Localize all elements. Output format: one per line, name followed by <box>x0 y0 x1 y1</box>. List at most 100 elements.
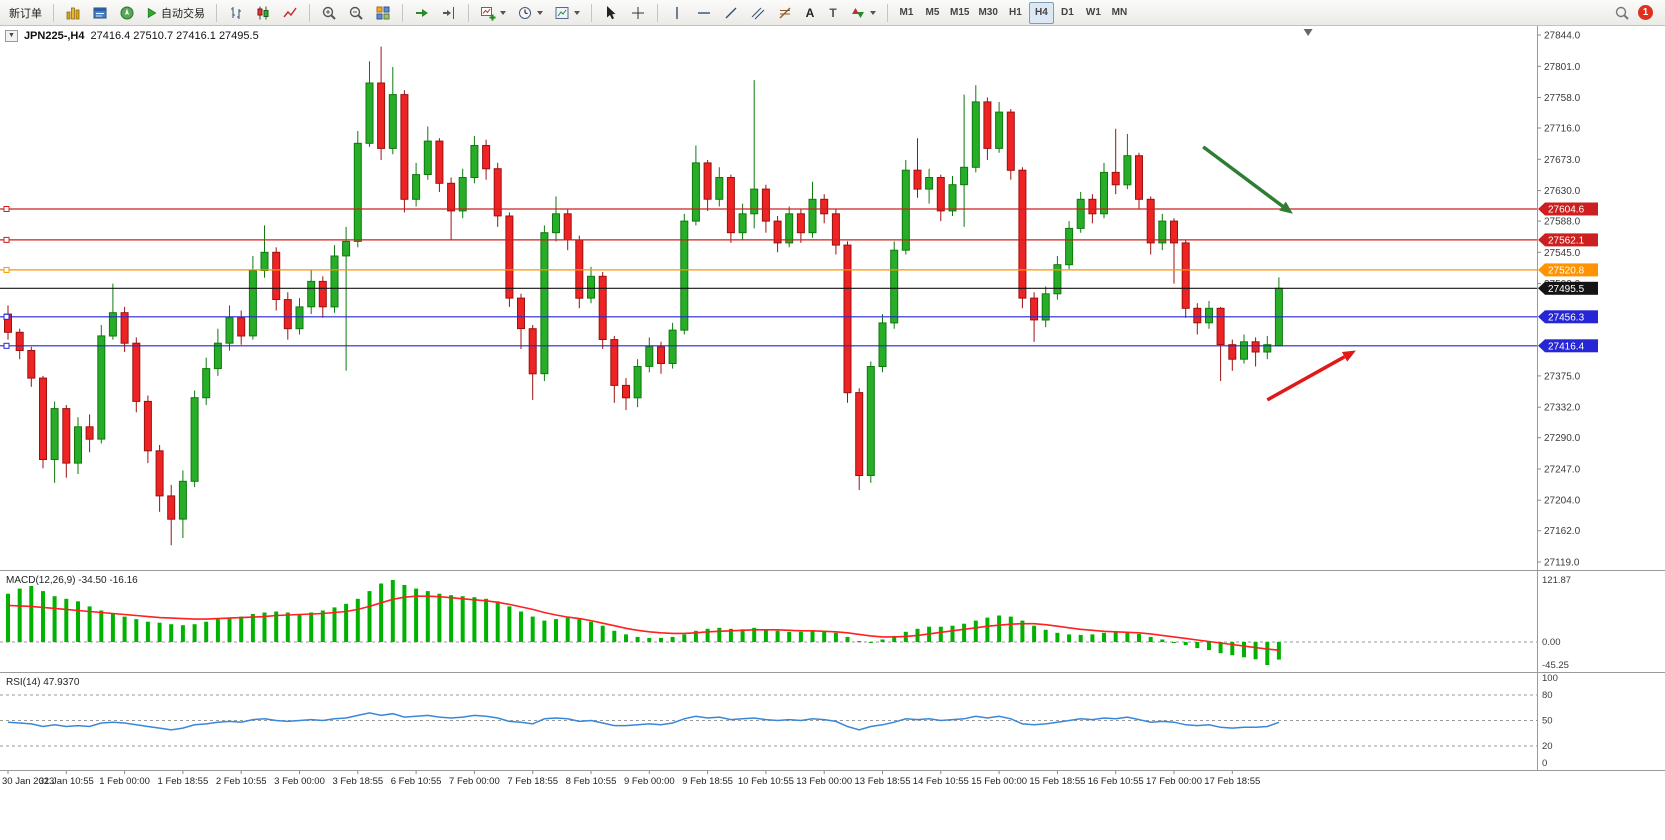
new-order-button[interactable]: 新订单 <box>4 2 47 24</box>
svg-text:17 Feb 18:55: 17 Feb 18:55 <box>1204 776 1260 787</box>
chart-canvas[interactable]: MACD(12,26,9) -34.50 -16.16 RSI(14) 47.93… <box>0 26 1665 840</box>
data-window-button[interactable] <box>87 2 113 24</box>
svg-text:27119.0: 27119.0 <box>1544 558 1580 569</box>
horizontal-line-27562.1[interactable] <box>0 236 1537 243</box>
svg-text:-45.25: -45.25 <box>1542 660 1569 671</box>
text-button[interactable]: A <box>799 2 821 24</box>
red-up-arrow[interactable] <box>1266 350 1356 402</box>
horizontal-line-button[interactable] <box>691 2 717 24</box>
periods-button[interactable] <box>512 2 548 24</box>
channel-button[interactable] <box>745 2 771 24</box>
fibonacci-icon <box>779 7 791 18</box>
svg-text:27375.0: 27375.0 <box>1544 371 1581 382</box>
chart-area[interactable]: MACD(12,26,9) -34.50 -16.16 RSI(14) 47.93… <box>0 26 1665 840</box>
svg-text:27520.8: 27520.8 <box>1548 265 1585 276</box>
auto-scroll-button[interactable] <box>409 2 435 24</box>
macd-signal-line <box>7 595 1279 651</box>
bar-chart-icon <box>231 6 241 19</box>
dropdown-caret <box>870 10 876 15</box>
horizontal-line-27520.8[interactable] <box>0 266 1537 273</box>
timeframe-h4-button[interactable]: H4 <box>1028 1 1054 24</box>
chart-shift-button[interactable] <box>436 2 462 24</box>
timeframe-toolbar: M1 M5 M15 M30 H1 H4 D1 W1 MN <box>894 1 1132 24</box>
horizontal-line-27456.3[interactable] <box>0 313 1537 320</box>
market-watch-button[interactable] <box>60 2 86 24</box>
macd-histogram <box>6 580 1281 665</box>
data-window-icon <box>93 7 107 18</box>
auto-scroll-icon <box>416 8 428 17</box>
svg-text:121.87: 121.87 <box>1542 575 1571 586</box>
svg-text:0.00: 0.00 <box>1542 637 1561 648</box>
zoom-in-button[interactable] <box>316 2 342 24</box>
crosshair-button[interactable] <box>625 2 651 24</box>
arrows-tool-button[interactable] <box>845 2 881 24</box>
svg-text:2 Feb 10:55: 2 Feb 10:55 <box>216 776 267 787</box>
rsi-label: RSI(14) 47.9370 <box>6 677 80 688</box>
candlestick-chart-icon <box>257 6 269 19</box>
tile-windows-button[interactable] <box>370 2 396 24</box>
text-label-button[interactable]: T <box>822 2 844 24</box>
toolbar-separator <box>216 3 217 22</box>
navigator-icon <box>120 6 134 19</box>
timeframe-m1-button[interactable]: M1 <box>894 2 919 24</box>
zoom-out-icon <box>349 6 363 20</box>
svg-text:27630.0: 27630.0 <box>1544 186 1581 197</box>
market-watch-icon <box>66 7 80 19</box>
timeframe-h1-button[interactable]: H1 <box>1003 2 1028 24</box>
candlestick-series <box>4 46 1283 546</box>
svg-text:27332.0: 27332.0 <box>1544 403 1581 414</box>
svg-text:3 Feb 00:00: 3 Feb 00:00 <box>274 776 325 787</box>
cursor-button[interactable] <box>598 2 624 24</box>
toolbar-separator <box>887 3 888 22</box>
dropdown-caret <box>574 10 580 15</box>
new-chart-button[interactable] <box>475 2 511 24</box>
notification-badge[interactable]: 1 <box>1638 5 1653 20</box>
svg-text:13 Feb 00:00: 13 Feb 00:00 <box>796 776 852 787</box>
svg-text:20: 20 <box>1542 741 1553 752</box>
svg-text:27247.0: 27247.0 <box>1544 465 1581 476</box>
svg-text:9 Feb 00:00: 9 Feb 00:00 <box>624 776 675 787</box>
templates-button[interactable] <box>549 2 585 24</box>
one-click-trading-toggle[interactable]: ▼ <box>5 30 18 42</box>
svg-text:27758.0: 27758.0 <box>1544 93 1581 104</box>
rsi-line <box>7 712 1280 731</box>
timeframe-d1-button[interactable]: D1 <box>1055 2 1080 24</box>
green-down-arrow[interactable] <box>1202 145 1293 214</box>
current-price-tag: 27495.5 <box>1538 281 1598 295</box>
navigator-button[interactable] <box>114 2 140 24</box>
timeframe-m30-button[interactable]: M30 <box>974 2 1001 24</box>
search-button[interactable] <box>1609 2 1635 24</box>
line-chart-icon <box>283 7 297 17</box>
vertical-line-button[interactable] <box>664 2 690 24</box>
autotrading-button[interactable]: 自动交易 <box>141 2 210 24</box>
chart-window: ▼ JPN225-,H4 27416.4 27510.7 27416.1 274… <box>0 26 1665 840</box>
svg-text:6 Feb 10:55: 6 Feb 10:55 <box>391 776 442 787</box>
timeframe-m5-button[interactable]: M5 <box>920 2 945 24</box>
dropdown-caret <box>500 10 506 15</box>
price-axis[interactable]: 27844.0 27801.0 27758.0 27716.0 27673.0 27630… <box>1537 31 1581 770</box>
chart-shift-marker[interactable] <box>1303 29 1313 36</box>
zoom-out-button[interactable] <box>343 2 369 24</box>
zoom-in-icon <box>322 6 336 20</box>
svg-text:27204.0: 27204.0 <box>1544 496 1581 507</box>
price-tag-27604.6: 27604.6 <box>1538 202 1598 216</box>
svg-text:27416.4: 27416.4 <box>1548 341 1585 352</box>
line-chart-button[interactable] <box>277 2 303 24</box>
vertical-line-icon <box>676 6 678 19</box>
cursor-icon <box>607 5 616 19</box>
timeframe-w1-button[interactable]: W1 <box>1081 2 1106 24</box>
horizontal-line-27416.4[interactable] <box>0 342 1537 349</box>
symbol-info: ▼ JPN225-,H4 27416.4 27510.7 27416.1 274… <box>5 30 259 42</box>
trendline-button[interactable] <box>718 2 744 24</box>
candlestick-chart-button[interactable] <box>250 2 276 24</box>
toolbar-separator <box>468 3 469 22</box>
price-tag-27520.8: 27520.8 <box>1538 263 1598 277</box>
fibonacci-button[interactable] <box>772 2 798 24</box>
svg-text:16 Feb 10:55: 16 Feb 10:55 <box>1088 776 1144 787</box>
bar-chart-button[interactable] <box>223 2 249 24</box>
timeframe-m15-button[interactable]: M15 <box>946 2 973 24</box>
svg-text:15 Feb 00:00: 15 Feb 00:00 <box>971 776 1027 787</box>
svg-text:7 Feb 00:00: 7 Feb 00:00 <box>449 776 500 787</box>
timeframe-mn-button[interactable]: MN <box>1107 2 1132 24</box>
